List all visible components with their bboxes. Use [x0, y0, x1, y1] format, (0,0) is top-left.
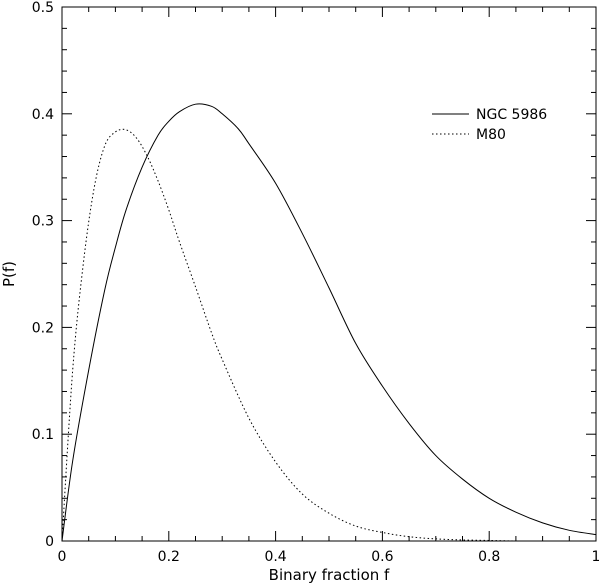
- y-tick-label: 0.3: [32, 214, 54, 230]
- axis-tick-labels: 0 0.2 0.4 0.6 0.8 1 0 0.1 0.2 0.3 0.4 0.5: [32, 0, 599, 565]
- x-tick-label: 0.4: [264, 549, 286, 565]
- axis-ticks: [61, 6, 597, 542]
- y-tick-label: 0.2: [32, 320, 54, 336]
- x-tick-label: 0.2: [158, 549, 180, 565]
- legend-label-ngc5986: NGC 5986: [476, 107, 547, 123]
- y-axis-title: P(f): [0, 261, 18, 287]
- series-line-ngc5986: [61, 103, 597, 542]
- x-tick-label: 0.6: [371, 549, 393, 565]
- series-curves: [61, 103, 597, 542]
- y-tick-label: 0.1: [32, 427, 54, 443]
- x-tick-label: 1: [592, 549, 599, 565]
- plot-frame: [61, 6, 597, 542]
- legend: NGC 5986 M80: [432, 107, 547, 143]
- y-tick-label: 0: [45, 534, 54, 550]
- x-axis-title: Binary fraction f: [269, 566, 390, 584]
- y-tick-label: 0.5: [32, 0, 54, 16]
- y-tick-label: 0.4: [32, 107, 54, 123]
- x-tick-label: 0.8: [478, 549, 500, 565]
- legend-label-m80: M80: [476, 127, 506, 143]
- series-line-m80: [61, 128, 516, 542]
- x-tick-label: 0: [58, 549, 67, 565]
